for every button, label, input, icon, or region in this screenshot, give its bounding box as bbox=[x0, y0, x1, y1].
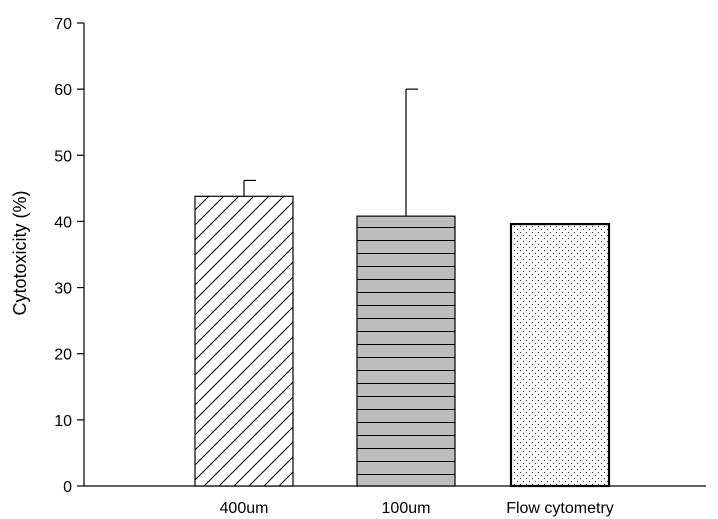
y-axis: 0 10 20 30 40 50 60 70 bbox=[54, 16, 85, 496]
y-tick-label: 60 bbox=[54, 82, 72, 99]
x-tick-label: 400um bbox=[220, 500, 269, 517]
x-axis: 400um 100um Flow cytometry bbox=[84, 485, 706, 517]
y-axis-label: Cytotoxicity (%) bbox=[10, 190, 30, 315]
bar-100um bbox=[356, 215, 456, 487]
error-bars bbox=[243, 88, 418, 217]
bars bbox=[194, 195, 611, 488]
y-tick-label: 70 bbox=[54, 16, 72, 33]
y-tick-label: 40 bbox=[54, 214, 72, 231]
y-tick-label: 50 bbox=[54, 148, 72, 165]
y-tick-label: 10 bbox=[54, 413, 72, 430]
y-tick-label: 20 bbox=[54, 347, 72, 364]
x-tick-label: 100um bbox=[382, 500, 431, 517]
bar-flow-cytometry bbox=[509, 222, 611, 488]
x-tick-label: Flow cytometry bbox=[506, 500, 614, 517]
y-tick-label: 0 bbox=[63, 479, 72, 496]
bar-400um bbox=[194, 195, 294, 487]
y-tick-label: 30 bbox=[54, 281, 72, 298]
